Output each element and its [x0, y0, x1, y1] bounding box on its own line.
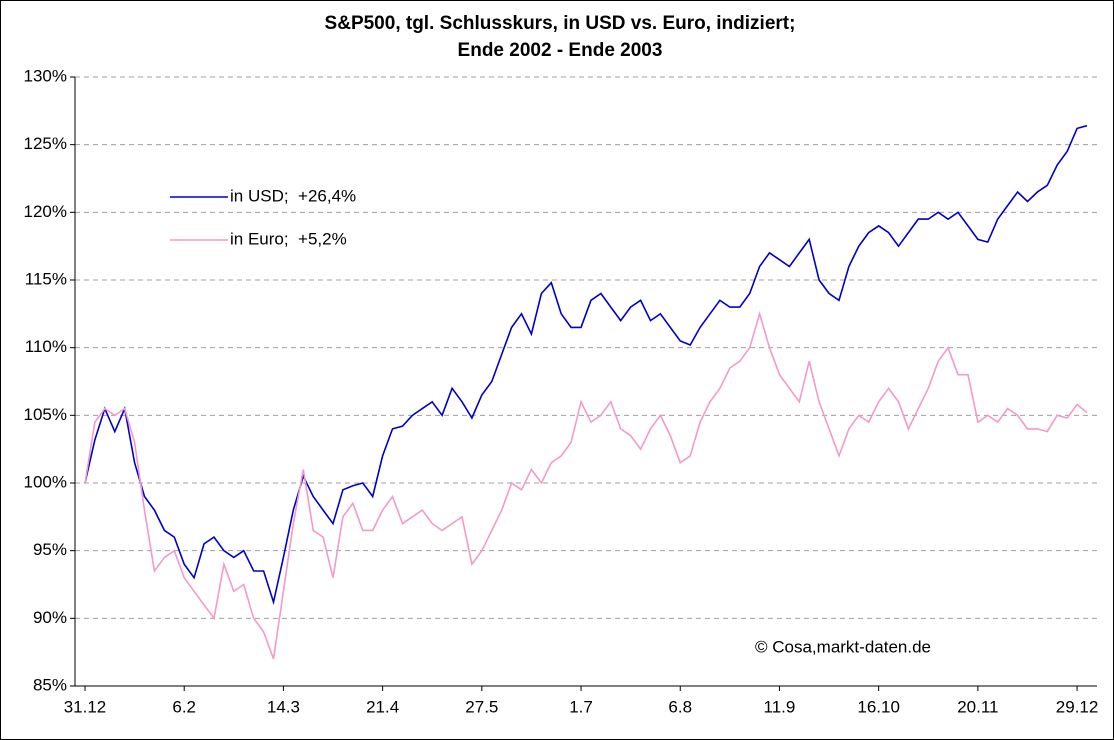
- y-tick-label: 120%: [24, 202, 67, 221]
- y-tick-label: 125%: [24, 134, 67, 153]
- y-tick-label: 90%: [33, 608, 67, 627]
- chart-title: Ende 2002 - Ende 2003: [458, 40, 663, 61]
- x-tick-label: 16.10: [857, 697, 900, 716]
- x-tick-label: 27.5: [465, 697, 498, 716]
- annotation: © Cosa,markt-daten.de: [755, 637, 931, 656]
- x-tick-label: 31.12: [64, 697, 107, 716]
- x-tick-label: 21.4: [366, 697, 399, 716]
- y-tick-label: 115%: [25, 269, 67, 288]
- x-tick-label: 11.9: [764, 697, 796, 716]
- x-tick-label: 6.2: [172, 697, 196, 716]
- series-line: [84, 124, 1088, 606]
- legend-label: in USD; +26,4%: [230, 186, 356, 205]
- chart-title: S&P500, tgl. Schlusskurs, in USD vs. Eur…: [325, 13, 796, 34]
- y-tick-label: 100%: [24, 472, 67, 491]
- y-tick-label: 105%: [24, 405, 67, 424]
- series-line: [84, 310, 1088, 660]
- x-tick-label: 1.7: [569, 697, 593, 716]
- y-tick-label: 85%: [33, 675, 67, 694]
- x-tick-label: 14.3: [267, 697, 300, 716]
- y-tick-label: 130%: [24, 66, 67, 85]
- x-tick-label: 6.8: [668, 697, 692, 716]
- x-tick-label: 29.12: [1056, 697, 1099, 716]
- y-tick-label: 110%: [25, 337, 67, 356]
- legend-label: in Euro; +5,2%: [230, 229, 347, 248]
- x-tick-label: 20.11: [957, 697, 998, 716]
- y-tick-label: 95%: [33, 540, 67, 559]
